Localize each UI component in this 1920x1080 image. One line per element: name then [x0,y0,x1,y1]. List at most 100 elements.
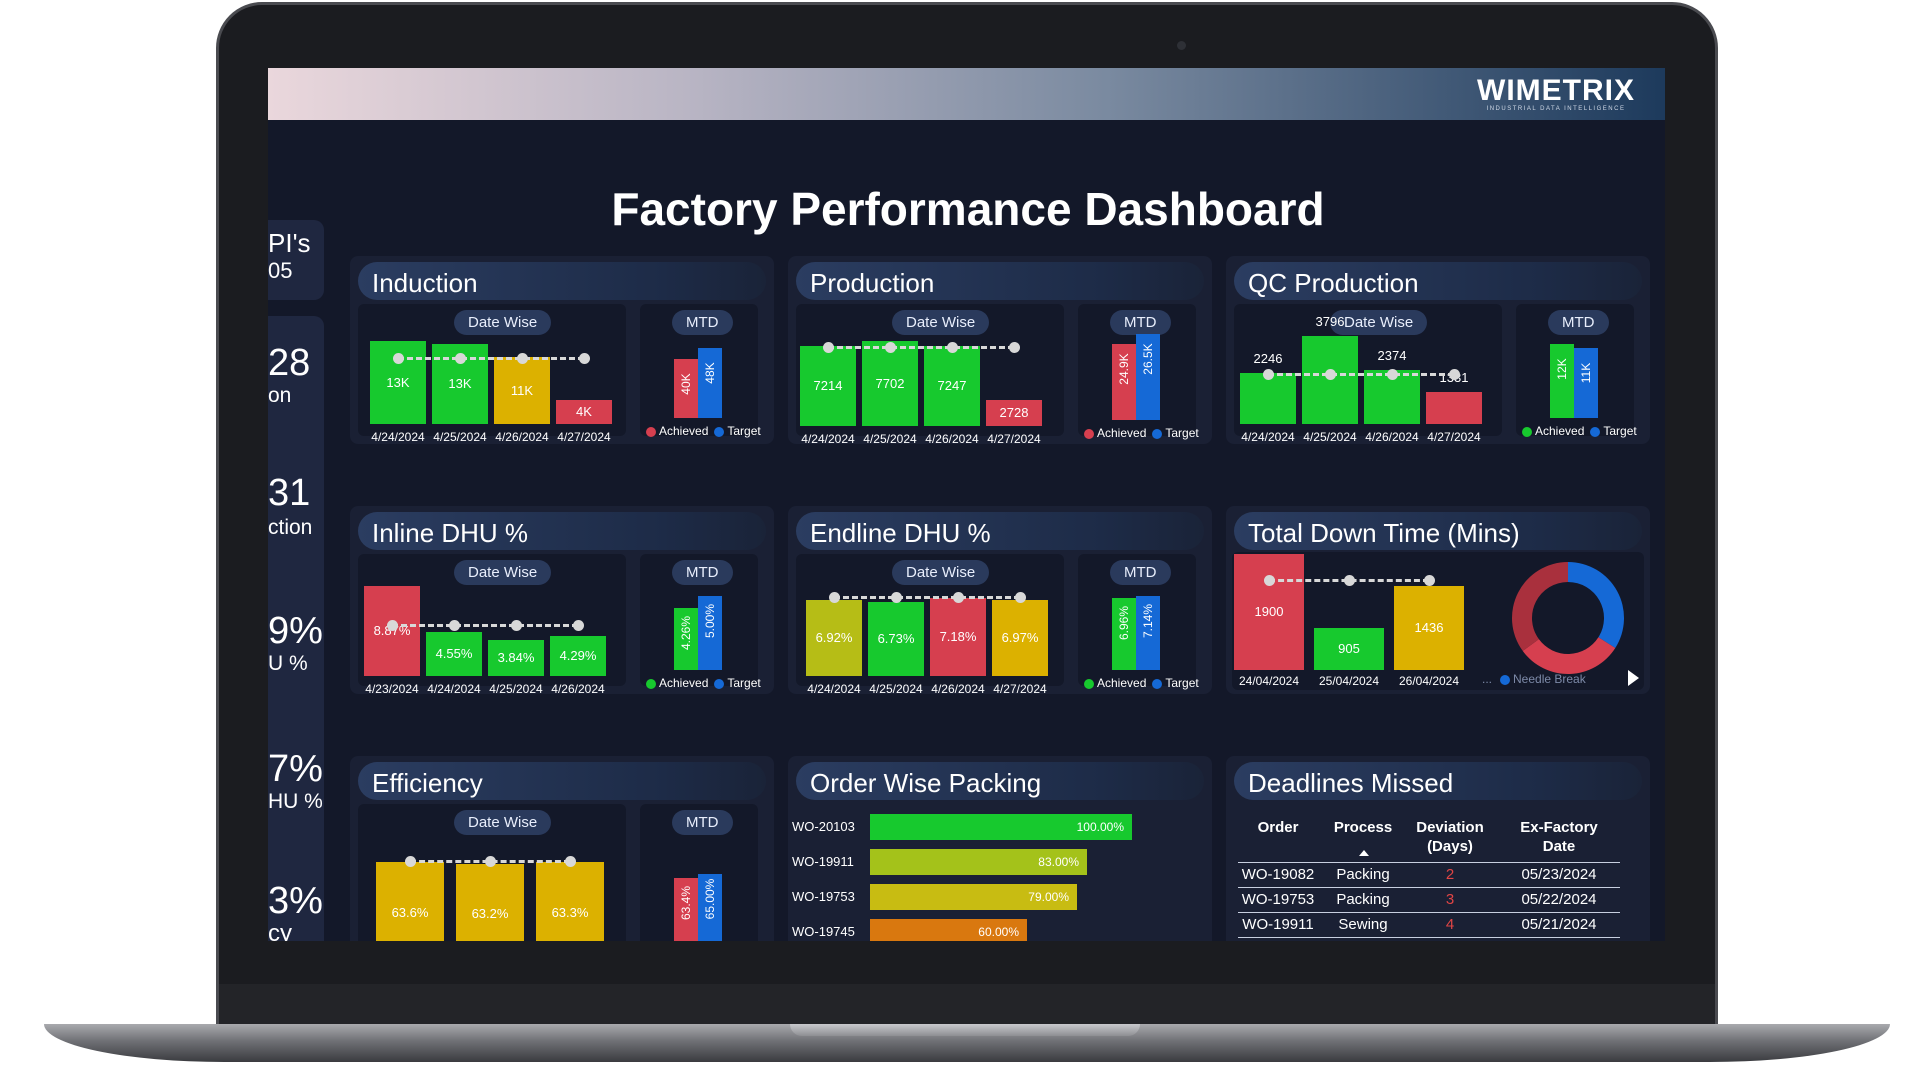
inline_dhu-target-point [449,620,460,631]
table-header[interactable]: Process [1333,819,1393,836]
endline_dhu-date-chart[interactable]: Date Wise 6.92% 4/24/2024 6.73% 4/25/2024 7.1… [796,554,1064,696]
endline_dhu-bar[interactable] [806,600,862,676]
order-progress-bar[interactable]: 79.00% [870,884,1077,910]
endline_dhu-mtd-target-value: 7.14% [1141,603,1155,639]
downtime-bar[interactable] [1394,586,1464,670]
table-row[interactable]: WO-19911 Sewing 4 05/21/2024 [1238,912,1620,937]
efficiency-mtd-button[interactable]: MTD [672,810,733,835]
inline_dhu-bar[interactable] [364,586,420,676]
inline_dhu-bar[interactable] [488,640,544,676]
inline_dhu-bar[interactable] [550,636,606,676]
production-target-point [885,342,896,353]
efficiency-mtd-achieved-bar[interactable] [674,878,698,941]
induction-bar-value: 13K [448,376,472,391]
qc_production-mtd-chart[interactable]: MTD 12K 11K Achieved Target [1516,304,1637,438]
endline_dhu-date-wise-button[interactable]: Date Wise [892,560,990,585]
inline_dhu-date-chart[interactable]: Date Wise8.87%4/23/20244.55%4/24/20243.8… [358,554,626,696]
table-row[interactable]: WO-19753 Packing 3 05/22/2024 [1238,887,1620,912]
efficiency-bar[interactable] [376,862,444,941]
induction-mtd-target-bar[interactable] [698,348,722,418]
endline_dhu-mtd-button[interactable]: MTD [1110,560,1171,585]
efficiency-mtd-target-bar[interactable] [698,874,722,941]
inline_dhu-mtd-button[interactable]: MTD [672,560,733,585]
qc_production-bar-value: 2246 [1253,351,1283,366]
inline_dhu-mtd-legend: Achieved Target [646,676,761,690]
production-mtd-achieved-bar[interactable] [1112,344,1136,420]
qc_production-bar[interactable] [1240,373,1296,424]
qc_production-mtd-achieved-bar[interactable] [1550,344,1574,418]
induction-mtd-achieved-bar[interactable] [674,359,698,418]
induction-date-chart[interactable]: Date Wise 13K 4/24/2024 13K 4/25/2024 11K 4/26… [358,304,626,444]
downtime-donut[interactable] [1508,558,1628,678]
qc_production-date-label: 4/27/2024 [1427,430,1481,444]
table-header[interactable]: Ex-Factory Date [1520,819,1598,855]
efficiency-date-wise-button[interactable]: Date Wise [454,810,552,835]
order-label: WO-19753 [792,889,855,904]
efficiency-bar-value: 63.3% [551,905,589,920]
endline_dhu-mtd-target-bar[interactable] [1136,596,1160,670]
induction-bar-value: 11K [510,382,534,398]
induction-mtd-chart[interactable]: MTD 40K 48K Achieved Target [640,304,761,438]
induction-mtd-button[interactable]: MTD [672,310,733,335]
induction-title: Induction [358,262,766,300]
production-mtd-target-bar[interactable] [1136,334,1160,420]
efficiency-bar[interactable] [456,864,524,941]
production-mtd-chart[interactable]: MTD 24.9K 26.5K Achieved Target [1078,304,1199,440]
table-cell: 3 [1445,891,1455,908]
qc_production-bar[interactable] [1426,392,1482,424]
induction-mtd-legend: Achieved Target [646,424,761,438]
production-date-wise-button[interactable]: Date Wise [892,310,990,335]
inline_dhu-mtd-chart[interactable]: MTD 4.26% 5.00% Achieved Target [640,554,761,690]
endline_dhu-mtd-achieved-bar[interactable] [1112,598,1136,670]
induction-date-wise-button[interactable]: Date Wise [454,310,552,335]
inline_dhu-mtd-achieved-bar[interactable] [674,608,698,670]
induction-bar[interactable] [556,400,612,424]
endline_dhu-bar[interactable] [992,600,1048,676]
production-mtd-button[interactable]: MTD [1110,310,1171,335]
production-bar[interactable] [800,346,856,426]
qc_production-date-wise-button[interactable]: Date Wise [1330,310,1428,335]
qc_production-mtd-target-bar[interactable] [1574,348,1598,418]
order-progress-bar[interactable]: 60.00% [870,919,1027,941]
efficiency-date-chart[interactable]: Date Wise63.6%4/24/202463.2%4/25/202463.… [358,804,626,941]
sort-ascending-icon[interactable] [1359,850,1369,856]
legend-target-dot [1152,428,1163,439]
endline_dhu-bar[interactable] [930,598,986,676]
order-progress-bar[interactable]: 83.00% [870,849,1087,875]
qc_production-mtd-button[interactable]: MTD [1548,310,1609,335]
efficiency-bar[interactable] [536,862,604,941]
qc_production-mtd-achieved-value: 12K [1555,358,1569,380]
screen: WIMETRIX INDUSTRIAL DATA INTELLIGENCE PI… [268,68,1665,941]
downtime-bar[interactable] [1234,554,1304,670]
downtime-target-point [1264,575,1275,586]
inline_dhu-target-point [573,620,584,631]
kpi-sidebar[interactable]: PI's 05 28 on 31 ction 9% U % 7% HU % 3%… [268,220,324,941]
inline_dhu-mtd-target-bar[interactable] [698,596,722,670]
legend-next-arrow-icon[interactable] [1628,670,1639,686]
downtime-bar[interactable] [1314,628,1384,670]
production-bar[interactable] [862,341,918,426]
production-bar[interactable] [986,400,1042,426]
induction-bar[interactable] [494,357,550,424]
endline_dhu-bar-value: 6.73% [877,631,915,646]
legend-target-dot [714,426,725,437]
inline_dhu-bar[interactable] [426,632,482,676]
order-progress-bar[interactable]: 100.00% [870,814,1132,840]
endline_dhu-bar[interactable] [868,602,924,676]
endline_dhu-mtd-chart[interactable]: MTD 6.96% 7.14% Achieved Target [1078,554,1199,690]
downtime-chart[interactable]: 1900 24/04/2024 905 25/04/2024 1436 26/04/202… [1232,552,1644,690]
table-row[interactable]: WO-19082 Packing 2 05/23/2024 [1238,862,1620,887]
inline_dhu-date-wise-button[interactable]: Date Wise [454,560,552,585]
table-header[interactable]: Order [1257,819,1299,836]
table-header[interactable]: Deviation (Days) [1416,819,1484,855]
qc_production-date-chart[interactable]: Date Wise 2246 4/24/2024 3796 4/25/2024 2374 4… [1234,304,1502,444]
inline_dhu-mtd-achieved-value: 4.26% [679,615,693,651]
table-cell: 2 [1445,866,1455,883]
qc_production-target-point [1449,369,1460,380]
legend-target-label: Target [727,676,761,690]
production-date-chart[interactable]: Date Wise 7214 4/24/2024 7702 4/25/2024 7247 4… [796,304,1064,446]
production-bar[interactable] [924,346,980,426]
donut-slice [1522,637,1616,674]
qc_production-bar[interactable] [1302,336,1358,424]
